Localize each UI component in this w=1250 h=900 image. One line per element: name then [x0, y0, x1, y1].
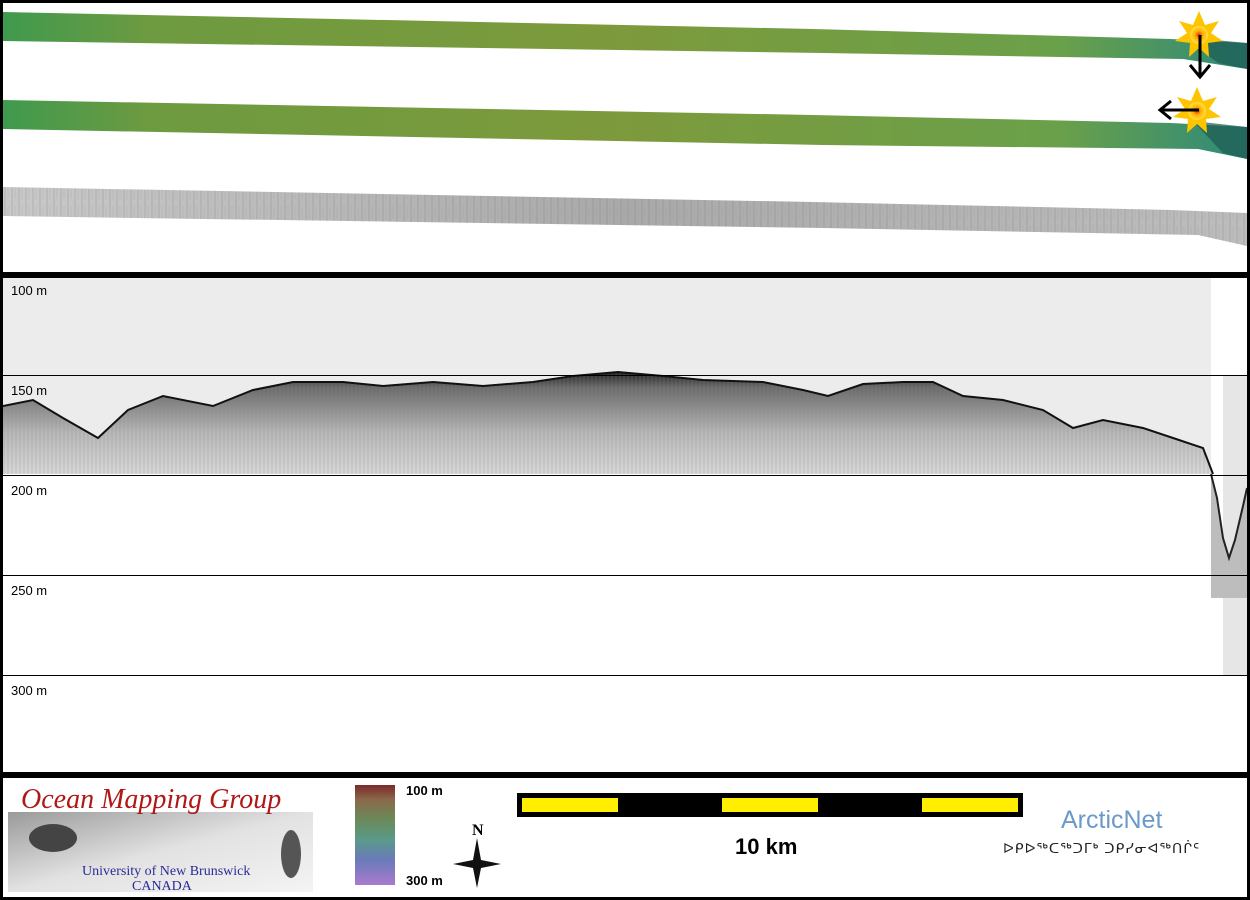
- subbottom-profile-panel: 100 m 150 m 200 m 250 m 300 m: [3, 278, 1247, 772]
- scale-bar-label: 10 km: [735, 834, 798, 859]
- depth-gridline: [3, 575, 1247, 576]
- depth-label-250: 250 m: [11, 583, 48, 598]
- north-arrow-icon: N: [451, 822, 503, 888]
- scale-bar-segment: [522, 798, 618, 812]
- down-arrow-icon: [1188, 35, 1212, 80]
- footer-panel: Ocean Mapping Group University of New Br…: [3, 778, 1247, 897]
- ocean-mapping-group-logo: Ocean Mapping Group University of New Br…: [8, 780, 313, 894]
- logo-country: CANADA: [132, 879, 192, 894]
- arcticnet-logo: ArcticNet: [1061, 806, 1163, 834]
- colorbar-bottom-label: 300 m: [406, 873, 443, 888]
- bathymetry-swath-1: [3, 12, 1247, 69]
- depth-label-100: 100 m: [11, 283, 48, 298]
- swath-map-panel: [3, 3, 1247, 272]
- logo-university: University of New Brunswick: [82, 864, 251, 879]
- scale-bar: [517, 793, 1023, 817]
- trench-profile: [1211, 474, 1247, 598]
- logo-title: Ocean Mapping Group: [21, 784, 282, 815]
- left-arrow-icon: [1157, 99, 1199, 121]
- scale-bar-segment: [722, 798, 818, 812]
- depth-gridline: [3, 675, 1247, 676]
- depth-label-200: 200 m: [11, 483, 48, 498]
- depth-gridline: [3, 475, 1247, 476]
- colorbar-top-label: 100 m: [406, 783, 443, 798]
- north-arrow-label: N: [472, 822, 484, 839]
- depth-colorbar: [355, 785, 395, 885]
- bathymetry-swath-2: [3, 100, 1247, 159]
- scale-bar-segment: [922, 798, 1018, 812]
- depth-label-150: 150 m: [11, 383, 48, 398]
- depth-gridline: [3, 375, 1247, 376]
- arcticnet-syllabics: ᐅᑭᐅᖅᑕᖅᑐᒥᒃ ᑐᑭᓯᓂᐊᖅᑎᒌᑦ: [1003, 840, 1201, 856]
- depth-label-300: 300 m: [11, 683, 48, 698]
